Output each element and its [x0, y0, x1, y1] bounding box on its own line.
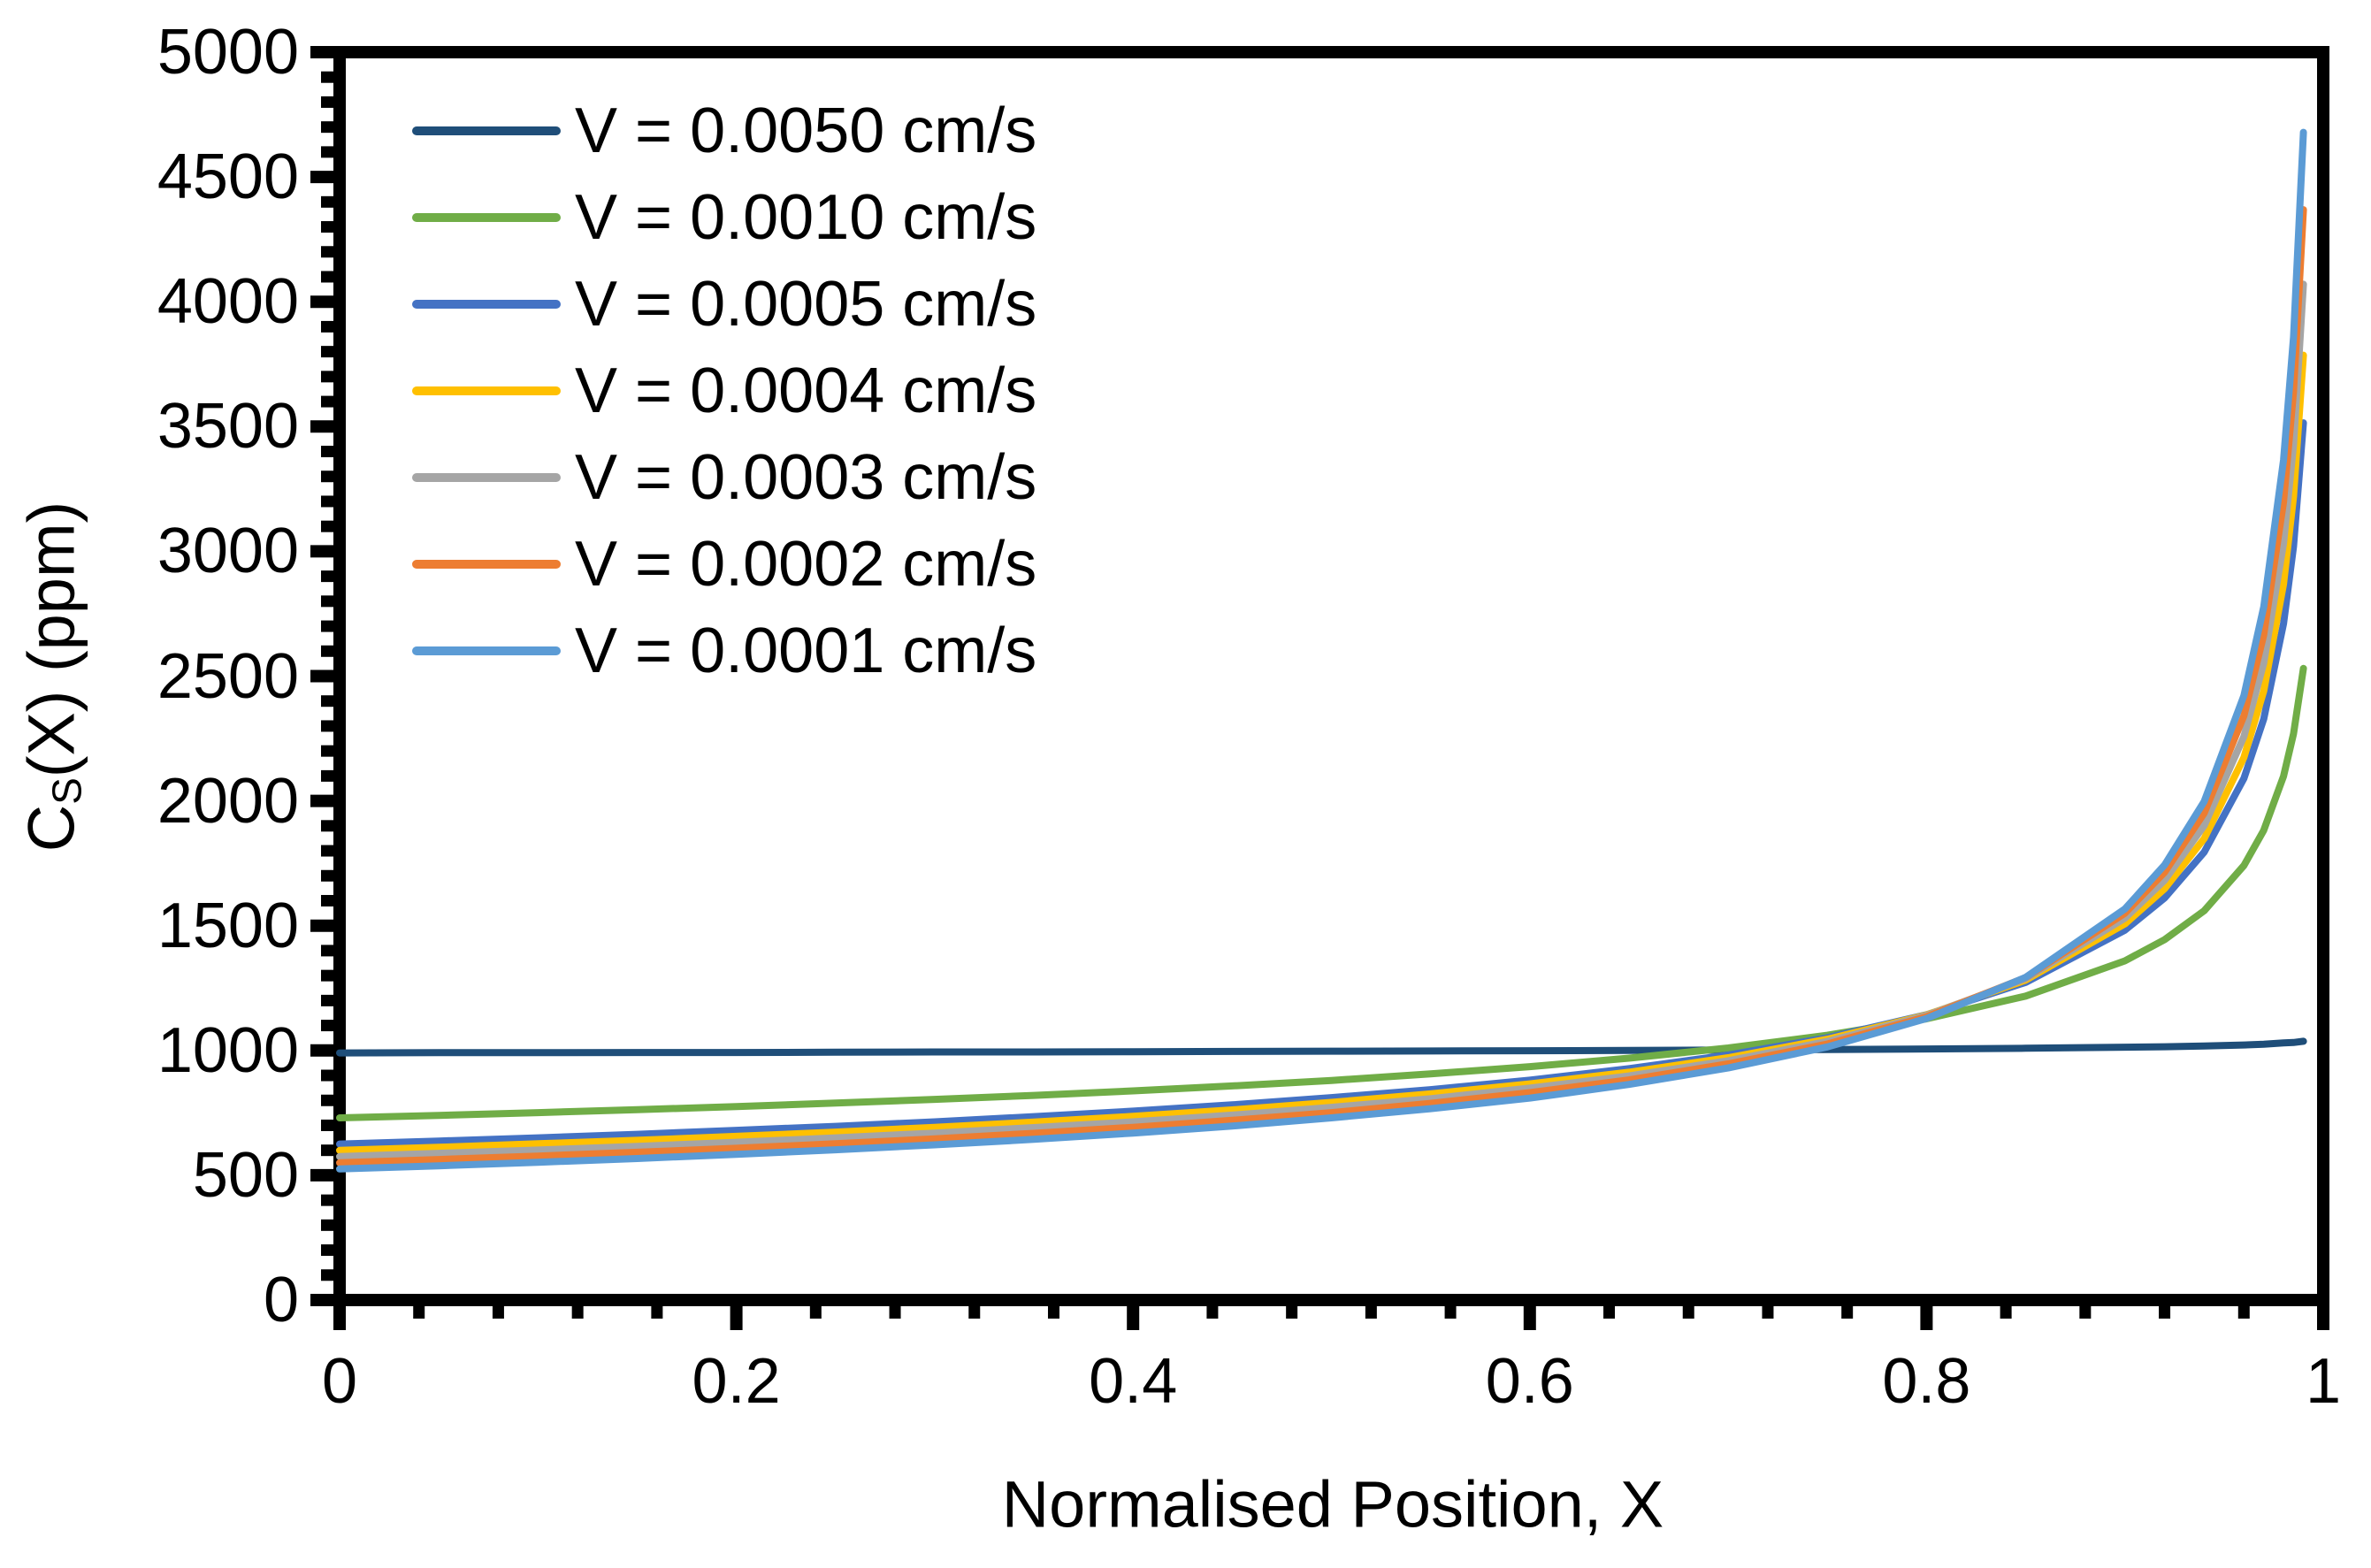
legend-line-swatch [412, 646, 561, 655]
legend-label: V = 0.0003 cm/s [575, 442, 1037, 513]
legend-item: V = 0.0010 cm/s [412, 174, 1036, 261]
legend-line-swatch [412, 473, 561, 482]
legend-label: V = 0.0010 cm/s [575, 182, 1037, 253]
series-line-4 [336, 280, 2307, 1160]
legend-item: V = 0.0004 cm/s [412, 348, 1036, 434]
y-tick-label: 1000 [157, 1014, 299, 1086]
series-line-6 [336, 128, 2307, 1173]
legend-item: V = 0.0001 cm/s [412, 608, 1036, 694]
legend-item: V = 0.0005 cm/s [412, 261, 1036, 348]
x-tick-label: 0.2 [692, 1346, 781, 1417]
x-tick-label: 0.6 [1485, 1346, 1574, 1417]
legend-line-swatch [412, 213, 561, 222]
x-tick-label: 0 [321, 1346, 358, 1417]
legend-item: V = 0.0003 cm/s [412, 434, 1036, 521]
y-axis-title: CS(X) (ppm) [14, 501, 90, 853]
series-line-0 [336, 1037, 2307, 1057]
y-tick-label: 3000 [157, 516, 299, 587]
y-tick-label: 5000 [157, 17, 299, 88]
series-line-2 [336, 419, 2307, 1148]
y-tick-label: 3500 [157, 391, 299, 463]
y-tick-label: 2500 [157, 640, 299, 712]
x-tick-label: 0.4 [1089, 1346, 1178, 1417]
legend-label: V = 0.0050 cm/s [575, 96, 1037, 166]
y-tick-label: 4000 [157, 266, 299, 338]
y-axis-title-main: C [14, 804, 88, 853]
legend: V = 0.0050 cm/s V = 0.0010 cm/s V = 0.0005… [412, 88, 1036, 694]
legend-line-swatch [412, 386, 561, 395]
y-axis-title-subscript: S [43, 777, 90, 805]
x-axis-title: Normalised Position, X [1001, 1467, 1664, 1541]
legend-label: V = 0.0002 cm/s [575, 529, 1037, 600]
y-axis-title-rest: (X) (ppm) [14, 501, 88, 778]
legend-item: V = 0.0050 cm/s [412, 88, 1036, 174]
y-tick-label: 1500 [157, 890, 299, 961]
legend-label: V = 0.0001 cm/s [575, 616, 1037, 686]
series-line-5 [336, 206, 2307, 1166]
legend-item: V = 0.0002 cm/s [412, 521, 1036, 608]
series-line-1 [336, 664, 2307, 1121]
y-tick-label: 0 [263, 1265, 299, 1335]
x-tick-label: 0.8 [1882, 1346, 1971, 1417]
x-tick-label: 1 [2305, 1346, 2342, 1417]
y-tick-label: 4500 [157, 142, 299, 213]
plot-border [333, 46, 2329, 1306]
legend-line-swatch [412, 126, 561, 135]
legend-label: V = 0.0005 cm/s [575, 269, 1037, 340]
y-tick-label: 2000 [157, 765, 299, 837]
series-line-3 [336, 351, 2307, 1154]
y-tick-label: 500 [192, 1139, 299, 1211]
legend-line-swatch [412, 300, 561, 309]
legend-line-swatch [412, 560, 561, 569]
legend-label: V = 0.0004 cm/s [575, 356, 1037, 426]
